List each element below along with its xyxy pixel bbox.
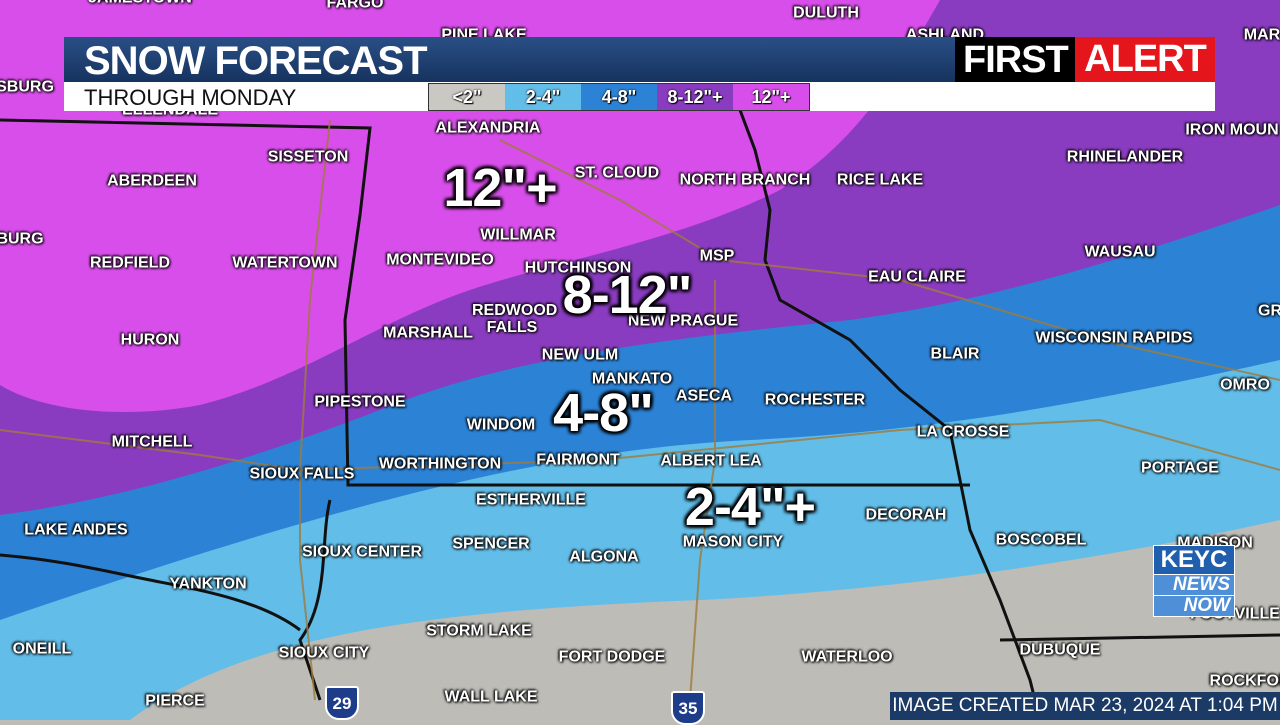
city-label: JAMESTOWN	[88, 0, 192, 7]
city-label: GR	[1258, 302, 1280, 320]
city-label: YANKTON	[169, 575, 247, 593]
city-label: SPENCER	[452, 535, 530, 553]
city-label: FARGO	[326, 0, 384, 12]
city-label: PIERCE	[145, 692, 205, 710]
city-label: MAR	[1243, 26, 1280, 44]
logo-news: NEWS	[1153, 575, 1235, 596]
legend-item: 8-12"+	[657, 84, 733, 110]
brand-first: FIRST	[963, 39, 1069, 81]
city-label: MSP	[699, 247, 735, 265]
city-label: WILLMAR	[480, 226, 556, 244]
legend-item: 2-4"	[505, 84, 581, 110]
city-label: MONTEVIDEO	[386, 251, 494, 269]
city-label: BOSCOBEL	[995, 531, 1087, 549]
legend: <2" 2-4" 4-8" 8-12"+ 12"+	[428, 83, 810, 111]
city-label: REDFIELD	[90, 254, 170, 272]
city-label: SIOUX CENTER	[301, 543, 423, 561]
city-label: SIOUX CITY	[278, 644, 370, 662]
timestamp: IMAGE CREATED MAR 23, 2024 AT 1:04 PM	[890, 692, 1280, 720]
city-label: IRON MOUN	[1185, 121, 1279, 139]
city-label: WAUSAU	[1084, 243, 1156, 261]
city-label: ALEXANDRIA	[435, 119, 541, 137]
city-label: ROCKFOR	[1209, 672, 1280, 690]
city-label: WATERLOO	[801, 648, 893, 666]
state-borders	[0, 109, 1280, 720]
legend-item: 12"+	[733, 84, 809, 110]
city-label: PORTAGE	[1141, 459, 1219, 477]
city-label: LAKE ANDES	[24, 521, 128, 539]
city-label: STORM LAKE	[426, 622, 532, 640]
city-label: PIPESTONE	[314, 393, 406, 411]
city-label: ASECA	[675, 387, 733, 405]
city-label: WALL LAKE	[444, 688, 538, 706]
city-label: NEW ULM	[541, 346, 619, 364]
city-label: FORT DODGE	[558, 648, 666, 666]
city-label: HUTCHINSON	[524, 259, 632, 277]
city-label: MITCHELL	[111, 433, 193, 451]
city-label: RHINELANDER	[1066, 148, 1184, 166]
station-logo: KEYC NEWS NOW	[1153, 545, 1235, 617]
city-label: MANKATO	[591, 370, 673, 388]
city-label: RICE LAKE	[836, 171, 924, 189]
subtitle-bar: THROUGH MONDAY <2" 2-4" 4-8" 8-12"+ 12"+	[64, 82, 1215, 111]
city-label: ESTHERVILLE	[476, 491, 586, 509]
city-label: ALBERT LEA	[660, 452, 762, 470]
zone-label: 2-4"+	[684, 477, 816, 537]
city-label: WINDOM	[466, 416, 536, 434]
brand-alert: ALERT	[1075, 37, 1215, 82]
city-label: ST. CLOUD	[574, 164, 660, 182]
logo-now: NOW	[1153, 596, 1235, 617]
brand-badge: FIRST ALERT	[955, 37, 1215, 82]
city-label: EAU CLAIRE	[868, 268, 966, 286]
city-label: WORTHINGTON	[378, 455, 502, 473]
city-label: MARSHALL	[383, 324, 473, 342]
city-label: ONEILL	[12, 640, 72, 658]
title: SNOW FORECAST	[84, 39, 428, 83]
city-label: DUBUQUE	[1019, 641, 1101, 659]
city-label: HURON	[120, 331, 180, 349]
city-label: FAIRMONT	[536, 451, 620, 469]
city-label: NORTH BRANCH	[679, 171, 811, 189]
legend-item: 4-8"	[581, 84, 657, 110]
city-label: BLAIR	[930, 345, 980, 363]
city-label: NEW PRAGUE	[627, 312, 739, 330]
logo-keyc: KEYC	[1153, 545, 1235, 575]
city-label: ROCHESTER	[764, 391, 866, 409]
city-label: REDWOOD FALLS	[472, 302, 558, 336]
roads	[0, 119, 1280, 701]
zone-label: 8-12"	[562, 265, 693, 325]
interstate-shield: 29	[325, 686, 359, 720]
zone-label: 4-8"	[553, 383, 654, 443]
city-label: SISSETON	[267, 148, 349, 166]
city-label: DULUTH	[793, 4, 859, 22]
city-label: DECORAH	[865, 506, 947, 524]
zone-label: 12"+	[443, 158, 557, 218]
city-label: BURG	[0, 230, 44, 248]
city-label: SIOUX FALLS	[249, 465, 355, 483]
city-label: WATERTOWN	[232, 254, 338, 272]
city-label: OMRO	[1220, 376, 1270, 394]
city-label: LA CROSSE	[916, 423, 1010, 441]
city-label: MASON CITY	[682, 533, 784, 551]
subtitle: THROUGH MONDAY	[84, 85, 297, 110]
city-label: ABERDEEN	[107, 172, 197, 190]
title-bar: SNOW FORECAST	[64, 37, 955, 83]
city-label: WISCONSIN RAPIDS	[1035, 329, 1193, 347]
city-label: ALGONA	[569, 548, 639, 566]
city-label: SBURG	[0, 78, 54, 96]
legend-item: <2"	[429, 84, 505, 110]
